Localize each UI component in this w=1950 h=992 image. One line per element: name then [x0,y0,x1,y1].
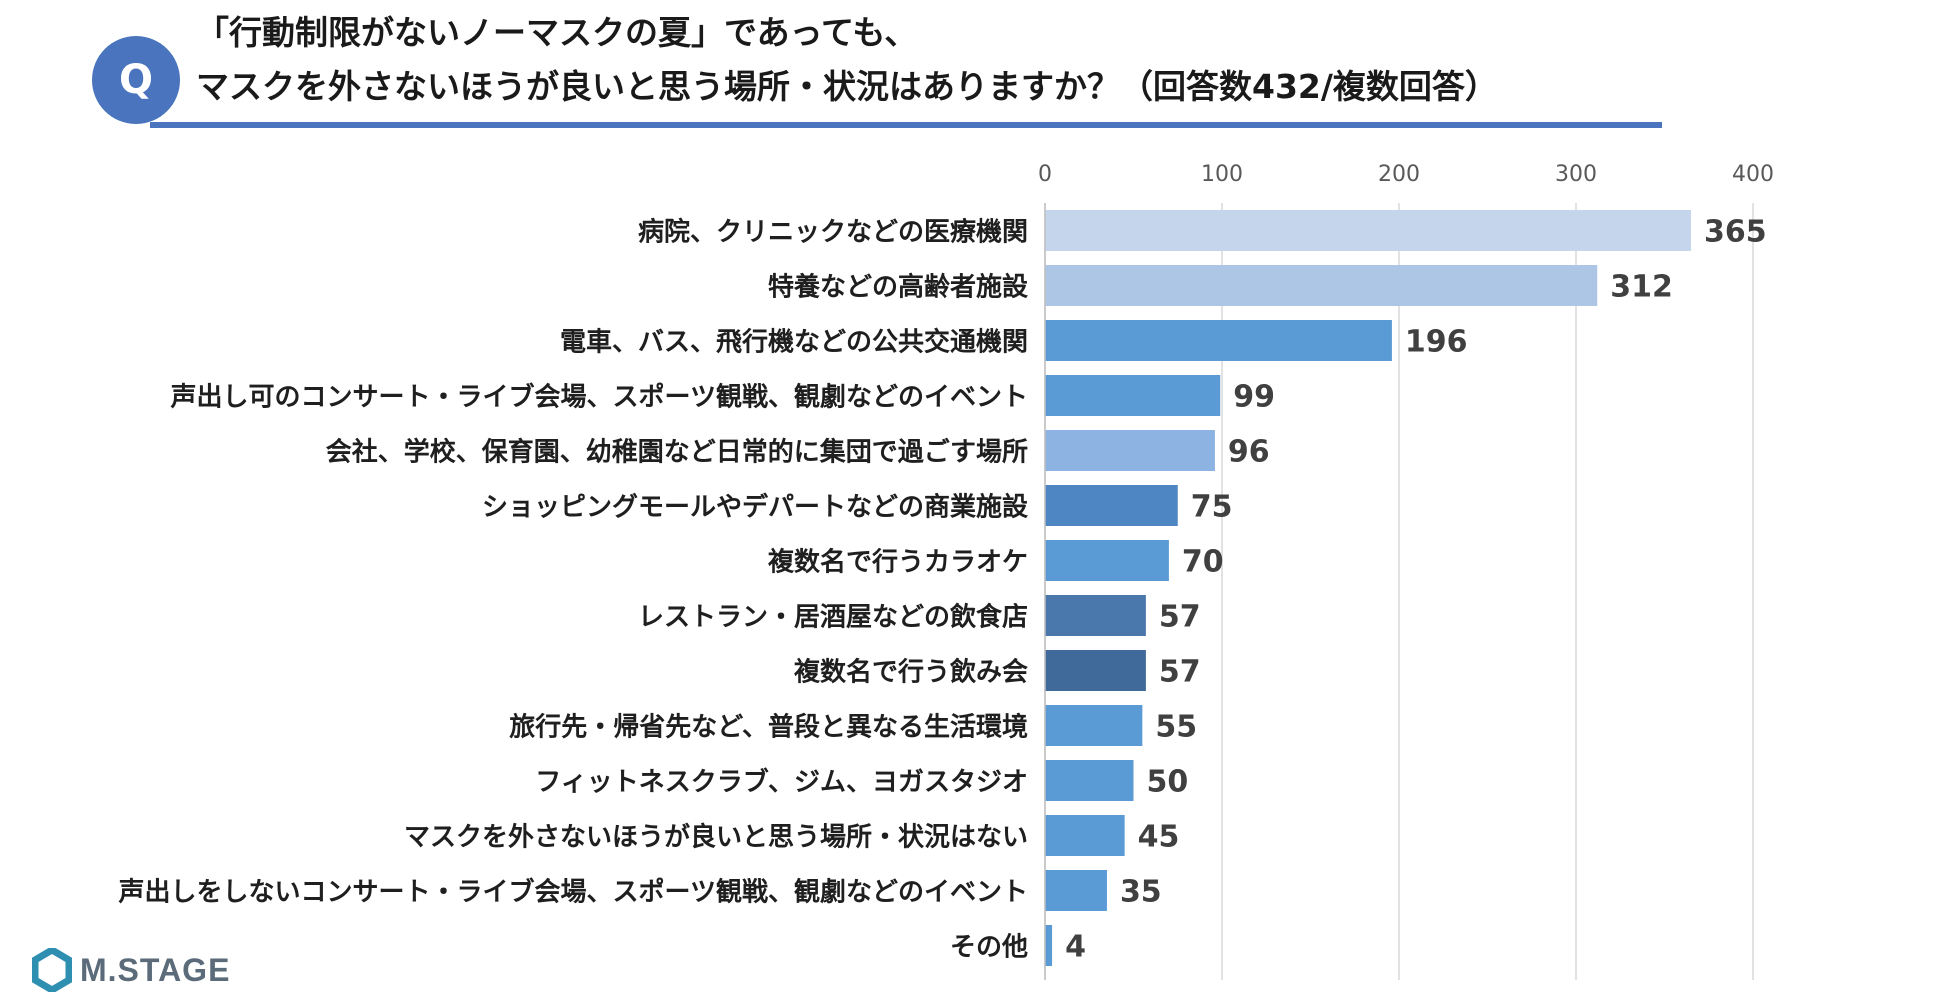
category-label: マスクを外さないほうが良いと思う場所・状況はない [404,822,1028,853]
category-label: レストラン・居酒屋などの飲食店 [638,602,1028,633]
bar [1045,430,1215,471]
category-label: フィットネスクラブ、ジム、ヨガスタジオ [535,767,1028,798]
category-label: 複数名で行うカラオケ [768,547,1028,578]
bar [1045,320,1392,361]
category-label: 電車、バス、飛行機などの公共交通機関 [560,327,1028,358]
bar [1045,815,1125,856]
value-label: 55 [1155,710,1197,745]
value-label: 365 [1704,215,1767,250]
value-label: 70 [1182,545,1224,580]
bar [1045,760,1134,801]
logo-text: M.STAGE [80,951,231,988]
value-label: 75 [1191,490,1233,525]
x-tick-label: 100 [1201,162,1243,187]
logo: M.STAGE [32,948,230,992]
x-tick-label: 0 [1038,162,1052,187]
bar [1045,540,1169,581]
value-label: 312 [1610,270,1673,305]
title-line-2: マスクを外さないほうが良いと思う場所・状況はありますか？（回答数432/複数回答… [196,67,1498,106]
logo-hexagon-icon [32,948,72,992]
x-tick-label: 200 [1378,162,1420,187]
bar [1045,265,1598,306]
bar [1045,595,1146,636]
value-label: 57 [1159,600,1201,635]
bar [1045,870,1107,911]
bar [1045,650,1146,691]
bar [1045,210,1692,251]
category-label: 複数名で行う飲み会 [794,657,1028,688]
category-label: 旅行先・帰省先など、普段と異なる生活環境 [509,712,1028,743]
title-underline [150,122,1662,128]
x-tick-label: 400 [1732,162,1774,187]
title-line-1: 「行動制限がないノーマスクの夏」であっても、 [196,13,918,52]
bar [1045,925,1053,966]
category-label: 会社、学校、保育園、幼稚園など日常的に集団で過ごす場所 [326,437,1028,468]
bar [1045,705,1143,746]
category-label: 病院、クリニックなどの医療機関 [638,217,1028,248]
category-label: 声出し可のコンサート・ライブ会場、スポーツ観戦、観劇などのイベント [171,382,1028,413]
category-label: その他 [950,933,1028,963]
value-label: 57 [1159,655,1201,690]
x-tick-label: 300 [1555,162,1597,187]
value-label: 45 [1138,820,1180,855]
question-badge: Q [92,36,180,124]
value-label: 4 [1065,930,1086,965]
category-label: 声出しをしないコンサート・ライブ会場、スポーツ観戦、観劇などのイベント [119,877,1028,908]
value-label: 196 [1405,325,1468,360]
bar [1045,485,1178,526]
category-label: ショッピングモールやデパートなどの商業施設 [482,492,1029,523]
value-label: 50 [1147,765,1189,800]
bar [1045,375,1221,416]
category-label: 特養などの高齢者施設 [768,272,1029,303]
value-label: 35 [1120,875,1162,910]
chart-title: 「行動制限がないノーマスクの夏」であっても、 マスクを外さないほうが良いと思う場… [196,6,1498,114]
value-label: 96 [1228,435,1270,470]
value-label: 99 [1233,380,1275,415]
